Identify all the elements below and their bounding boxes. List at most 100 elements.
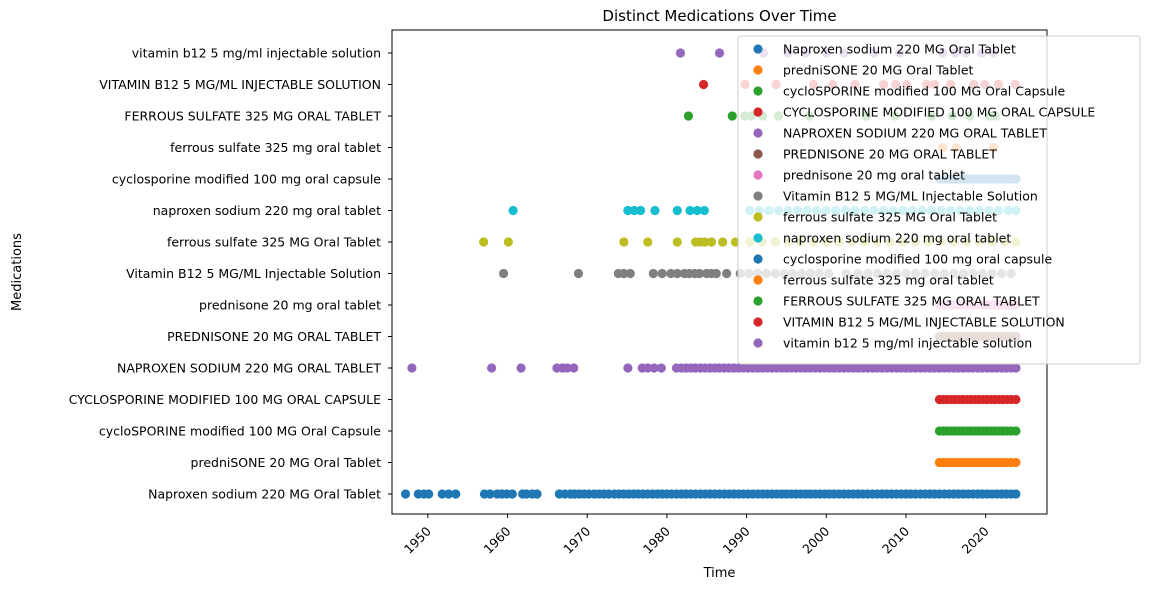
data-point [623, 363, 633, 373]
legend-marker [753, 296, 763, 306]
legend-marker [753, 128, 763, 138]
y-tick-label: ferrous sulfate 325 MG Oral Tablet [167, 235, 381, 250]
legend-marker [753, 233, 763, 243]
y-tick-label: CYCLOSPORINE MODIFIED 100 MG ORAL CAPSUL… [69, 392, 381, 407]
y-tick-label: naproxen sodium 220 mg oral tablet [153, 203, 381, 218]
data-point [692, 205, 702, 216]
data-point [437, 489, 447, 499]
data-point [636, 205, 646, 216]
data-point [672, 205, 682, 216]
legend-label: CYCLOSPORINE MODIFIED 100 MG ORAL CAPSUL… [783, 105, 1095, 120]
y-tick-label: PREDNISONE 20 MG ORAL TABLET [167, 329, 381, 344]
y-tick-label: cycloSPORINE modified 100 MG Oral Capsul… [99, 424, 381, 439]
legend-box [737, 35, 1141, 365]
legend-marker [753, 86, 763, 96]
data-point [699, 205, 709, 216]
series-3 [934, 394, 1021, 405]
y-tick-label: predniSONE 20 MG Oral Tablet [191, 455, 382, 470]
y-tick-label: VITAMIN B12 5 MG/ML INJECTABLE SOLUTION [99, 77, 381, 92]
data-points [400, 48, 1021, 499]
data-point [503, 237, 513, 247]
legend-marker [753, 317, 763, 327]
legend-marker [753, 191, 763, 201]
legend-marker [753, 254, 763, 264]
legend-marker [753, 107, 763, 117]
data-point [711, 268, 721, 279]
legend-label: PREDNISONE 20 MG ORAL TABLET [783, 147, 997, 162]
data-point [498, 268, 509, 279]
data-point [532, 489, 542, 499]
y-tick-label: vitamin b12 5 mg/ml injectable solution [132, 46, 381, 61]
data-point [694, 268, 705, 279]
legend-marker [753, 212, 763, 222]
data-point [1011, 363, 1021, 373]
data-point [649, 363, 659, 373]
y-tick-label: FERROUS SULFATE 325 MG ORAL TABLET [124, 109, 381, 124]
data-point [706, 237, 717, 247]
data-point [1011, 426, 1021, 436]
data-point [562, 363, 572, 373]
y-tick-label: cyclosporine modified 100 mg oral capsul… [112, 172, 381, 187]
legend-marker [753, 338, 763, 348]
data-point [1011, 457, 1021, 468]
legend-label: NAPROXEN SODIUM 220 MG ORAL TABLET [783, 126, 1047, 141]
data-point [508, 205, 518, 216]
data-point [623, 205, 633, 216]
legend-label: naproxen sodium 220 mg oral tablet [783, 231, 1011, 246]
data-point [672, 237, 682, 247]
data-point [569, 363, 579, 373]
data-point [573, 268, 584, 279]
legend-marker [753, 170, 763, 180]
series-0 [400, 489, 1021, 499]
legend-marker [753, 275, 763, 285]
data-point [698, 79, 709, 90]
legend-label: vitamin b12 5 mg/ml injectable solution [783, 336, 1032, 351]
data-point [625, 268, 635, 279]
legend-label: prednisone 20 mg oral tablet [783, 168, 965, 183]
data-point [443, 489, 454, 499]
y-axis-label: Medications [10, 233, 25, 311]
y-axis-ticks: Naproxen sodium 220 MG Oral Tablet predni… [69, 46, 392, 502]
data-point [714, 48, 725, 58]
series-2 [934, 426, 1021, 436]
legend: Naproxen sodium 220 MG Oral Tablet predni… [737, 35, 1141, 365]
data-point [718, 237, 728, 247]
data-point [643, 237, 653, 247]
data-point [400, 489, 411, 499]
legend-label: Naproxen sodium 220 MG Oral Tablet [783, 42, 1016, 57]
chart-title: Distinct Medications Over Time [602, 7, 836, 25]
data-point [657, 268, 667, 279]
legend-marker [753, 65, 763, 75]
data-point [685, 205, 695, 216]
y-tick-label: prednisone 20 mg oral tablet [199, 298, 381, 313]
data-point [619, 237, 629, 247]
data-point [700, 237, 710, 247]
legend-label: VITAMIN B12 5 MG/ML INJECTABLE SOLUTION [783, 315, 1065, 330]
legend-label: FERROUS SULFATE 325 MG ORAL TABLET [783, 294, 1040, 309]
legend-marker [753, 44, 763, 54]
y-tick-label: Vitamin B12 5 MG/ML Injectable Solution [126, 266, 381, 281]
series-4 [407, 363, 1021, 373]
data-point [656, 363, 666, 373]
data-point [629, 205, 639, 216]
data-point [672, 268, 682, 279]
data-point [407, 363, 417, 373]
data-point [727, 111, 737, 121]
data-point [507, 489, 517, 499]
data-point [683, 111, 694, 121]
data-point [487, 363, 497, 373]
legend-label: predniSONE 20 MG Oral Tablet [783, 63, 974, 78]
y-tick-label: ferrous sulfate 325 mg oral tablet [170, 140, 381, 155]
data-point [675, 48, 686, 58]
legend-label: Vitamin B12 5 MG/ML Injectable Solution [783, 189, 1038, 204]
data-point [619, 268, 629, 279]
legend-label: cycloSPORINE modified 100 MG Oral Capsul… [783, 84, 1065, 99]
data-point [451, 489, 461, 499]
data-point [650, 205, 660, 216]
legend-label: ferrous sulfate 325 mg oral tablet [783, 273, 994, 288]
series-1 [934, 457, 1021, 468]
data-point [666, 268, 676, 279]
data-point [1011, 394, 1021, 405]
